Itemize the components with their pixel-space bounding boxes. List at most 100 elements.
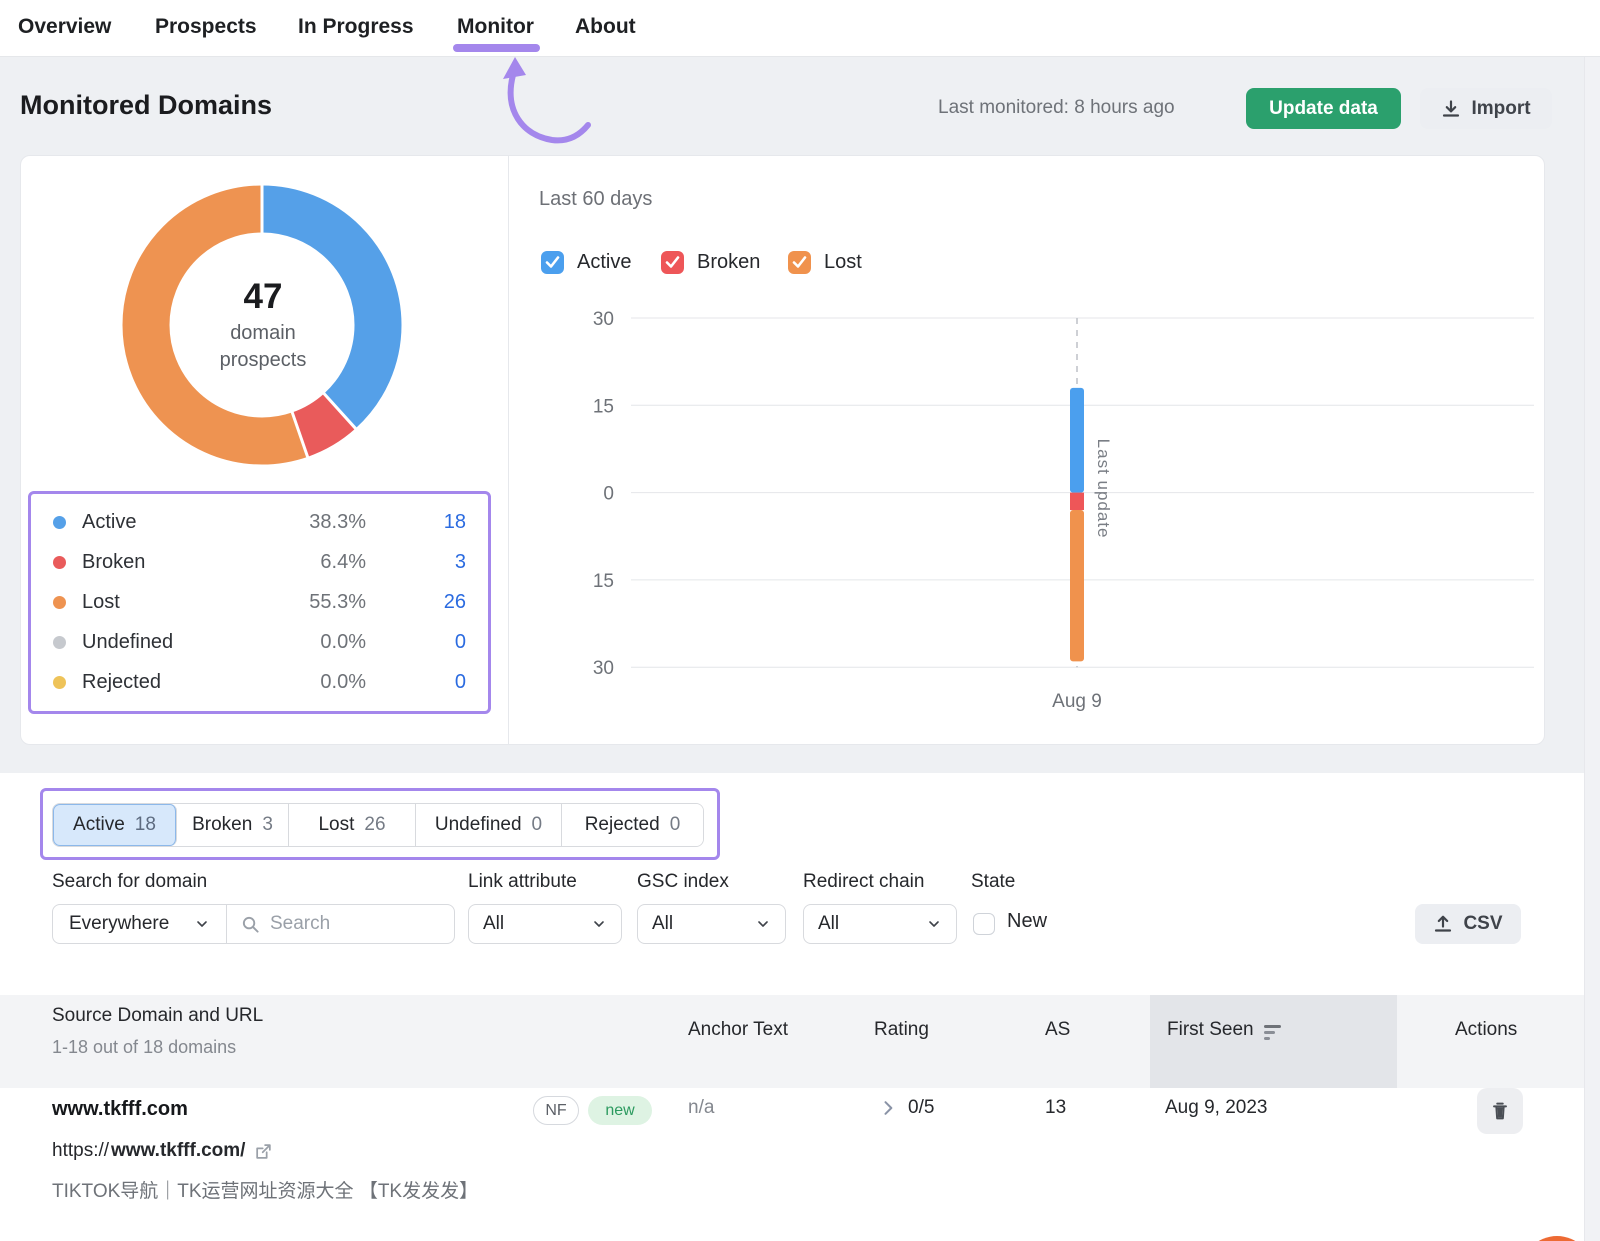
gsc-index-label: GSC index xyxy=(637,871,729,893)
lost-dot-icon xyxy=(53,596,66,609)
gsc-index-select[interactable]: All xyxy=(637,904,786,944)
nav-prospects[interactable]: Prospects xyxy=(155,15,257,39)
svg-text:15: 15 xyxy=(593,396,614,417)
col-actions: Actions xyxy=(1455,1019,1517,1041)
col-first-seen[interactable]: First Seen xyxy=(1167,1019,1254,1041)
undefined-count-link[interactable]: 0 xyxy=(366,631,466,654)
status-legend: Active 38.3% 18 Broken 6.4% 3 Lost 55.3%… xyxy=(28,491,491,714)
redirect-chain-select[interactable]: All xyxy=(803,904,957,944)
state-new-checkbox[interactable] xyxy=(973,913,995,935)
anchor-text-value: n/a xyxy=(688,1097,714,1119)
redirect-chain-label: Redirect chain xyxy=(803,871,924,893)
toggle-lost[interactable]: Lost xyxy=(788,251,862,274)
col-rating: Rating xyxy=(874,1019,929,1041)
chevron-down-icon xyxy=(194,916,210,932)
tab-broken[interactable]: Broken3 xyxy=(177,804,289,846)
last-monitored-text: Last monitored: 8 hours ago xyxy=(938,97,1175,119)
trend-bar-chart: 30 15 0 15 30 Last update Aug 9 xyxy=(556,301,1546,713)
scrollbar-gutter[interactable] xyxy=(1584,57,1600,1241)
chevron-down-icon xyxy=(755,916,771,932)
state-new-label: New xyxy=(1007,910,1047,933)
active-dot-icon xyxy=(53,516,66,529)
donut-total-caption: domain prospects xyxy=(203,320,323,374)
tab-lost[interactable]: Lost26 xyxy=(289,804,416,846)
table-range-label: 1-18 out of 18 domains xyxy=(52,1037,236,1058)
trash-icon xyxy=(1489,1100,1511,1122)
search-field-wrap xyxy=(227,913,454,935)
broken-dot-icon xyxy=(53,556,66,569)
chevron-down-icon xyxy=(591,916,607,932)
first-seen-column-highlight xyxy=(1150,995,1397,1088)
download-icon xyxy=(1441,99,1461,119)
toggle-active[interactable]: Active xyxy=(541,251,631,274)
legend-row-broken: Broken 6.4% 3 xyxy=(31,551,488,574)
legend-row-lost: Lost 55.3% 26 xyxy=(31,591,488,614)
chevron-down-icon xyxy=(926,916,942,932)
row-url[interactable]: https://www.tkfff.com/ xyxy=(52,1140,273,1162)
delete-button[interactable] xyxy=(1477,1088,1523,1134)
trend-title: Last 60 days xyxy=(539,188,652,211)
sort-descending-icon[interactable] xyxy=(1264,1025,1282,1041)
legend-row-active: Active 38.3% 18 xyxy=(31,511,488,534)
nav-in-progress[interactable]: In Progress xyxy=(298,15,414,39)
link-attribute-select[interactable]: All xyxy=(468,904,622,944)
donut-center-label: 47 domain prospects xyxy=(121,184,405,468)
row-domain-link[interactable]: www.tkfff.com xyxy=(52,1098,188,1121)
card-divider xyxy=(508,156,509,744)
external-link-icon[interactable] xyxy=(254,1142,273,1161)
col-anchor-text: Anchor Text xyxy=(688,1019,788,1041)
nav-about[interactable]: About xyxy=(575,15,636,39)
summary-card: 47 domain prospects Active 38.3% 18 Brok… xyxy=(20,155,1545,745)
svg-text:Last update: Last update xyxy=(1094,439,1113,539)
csv-label: CSV xyxy=(1463,913,1502,935)
active-tab-underline xyxy=(453,44,540,52)
chevron-right-icon[interactable] xyxy=(878,1098,898,1118)
tab-undefined[interactable]: Undefined0 xyxy=(416,804,562,846)
toggle-broken[interactable]: Broken xyxy=(661,251,760,274)
import-label: Import xyxy=(1471,98,1530,120)
authority-score-value: 13 xyxy=(1045,1097,1066,1119)
upload-icon xyxy=(1433,914,1453,934)
domain-search-control: Everywhere xyxy=(52,904,455,944)
donut-total: 47 xyxy=(244,278,283,317)
svg-text:0: 0 xyxy=(603,484,614,505)
checkbox-broken-checked[interactable] xyxy=(661,251,684,274)
checkbox-lost-checked[interactable] xyxy=(788,251,811,274)
table-row: www.tkfff.com NF new n/a 0/5 13 Aug 9, 2… xyxy=(0,1088,1600,1241)
svg-text:30: 30 xyxy=(593,309,614,330)
rating-value: 0/5 xyxy=(908,1097,934,1119)
new-badge: new xyxy=(588,1096,652,1125)
export-csv-button[interactable]: CSV xyxy=(1415,904,1521,944)
col-as: AS xyxy=(1045,1019,1070,1041)
svg-text:15: 15 xyxy=(593,571,614,592)
tab-active[interactable]: Active18 xyxy=(53,804,177,846)
nofollow-badge: NF xyxy=(533,1096,579,1125)
table-header: Source Domain and URL 1-18 out of 18 dom… xyxy=(0,995,1600,1088)
first-seen-value: Aug 9, 2023 xyxy=(1165,1097,1267,1119)
active-count-link[interactable]: 18 xyxy=(366,511,466,534)
search-input[interactable] xyxy=(270,913,440,935)
rejected-dot-icon xyxy=(53,676,66,689)
legend-row-undefined: Undefined 0.0% 0 xyxy=(31,631,488,654)
undefined-dot-icon xyxy=(53,636,66,649)
broken-count-link[interactable]: 3 xyxy=(366,551,466,574)
nav-overview[interactable]: Overview xyxy=(18,15,111,39)
nav-monitor[interactable]: Monitor xyxy=(457,15,534,39)
import-button[interactable]: Import xyxy=(1420,88,1552,129)
search-for-domain-label: Search for domain xyxy=(52,871,207,893)
search-icon xyxy=(241,915,260,934)
page-title: Monitored Domains xyxy=(20,90,272,121)
monitored-domains-page: Overview Prospects In Progress Monitor A… xyxy=(0,0,1600,1241)
row-page-title-description: TIKTOK导航｜TK运营网址资源大全 【TK发发发】 xyxy=(52,1176,478,1203)
update-data-button[interactable]: Update data xyxy=(1246,88,1401,129)
legend-row-rejected: Rejected 0.0% 0 xyxy=(31,671,488,694)
tab-rejected[interactable]: Rejected0 xyxy=(562,804,703,846)
checkbox-active-checked[interactable] xyxy=(541,251,564,274)
top-nav: Overview Prospects In Progress Monitor A… xyxy=(0,0,1600,57)
search-scope-select[interactable]: Everywhere xyxy=(53,905,227,943)
rejected-count-link[interactable]: 0 xyxy=(366,671,466,694)
lost-count-link[interactable]: 26 xyxy=(366,591,466,614)
state-label: State xyxy=(971,871,1015,893)
svg-text:30: 30 xyxy=(593,658,614,679)
svg-text:Aug 9: Aug 9 xyxy=(1052,691,1102,712)
